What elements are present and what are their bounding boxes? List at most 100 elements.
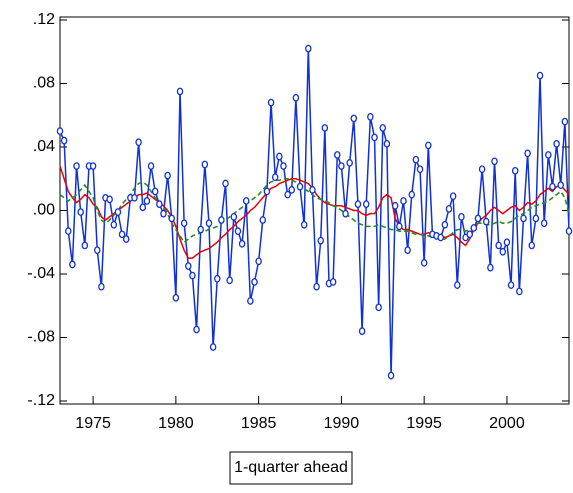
data-point xyxy=(565,227,573,235)
data-point xyxy=(375,303,382,312)
data-point xyxy=(540,219,548,228)
data-point xyxy=(201,160,209,169)
data-point xyxy=(507,281,515,289)
data-point xyxy=(367,112,374,121)
data-point xyxy=(185,262,192,270)
y-tick-label: -.12 xyxy=(27,392,55,409)
data-point xyxy=(313,282,320,291)
data-point xyxy=(482,217,490,226)
data-point xyxy=(168,214,175,223)
data-point xyxy=(263,187,271,196)
data-point xyxy=(230,213,238,221)
data-point xyxy=(420,259,428,267)
data-point xyxy=(495,241,502,250)
data-point xyxy=(408,190,415,199)
data-point xyxy=(160,209,167,218)
data-point xyxy=(466,230,473,239)
data-point xyxy=(151,187,159,196)
data-point xyxy=(329,278,337,286)
data-point xyxy=(561,117,569,126)
data-point xyxy=(98,282,105,291)
y-tick-label: -.04 xyxy=(27,265,55,282)
data-point xyxy=(445,205,453,213)
y-tick-label: -.08 xyxy=(27,329,55,346)
x-tick-label: 1995 xyxy=(406,415,442,432)
data-point xyxy=(73,162,80,170)
data-point xyxy=(65,227,72,235)
data-point xyxy=(271,173,279,182)
data-point xyxy=(334,151,341,159)
data-point xyxy=(557,181,564,189)
data-point xyxy=(511,166,519,175)
data-point xyxy=(400,197,407,205)
data-point xyxy=(276,152,283,161)
data-point xyxy=(553,139,560,148)
data-point xyxy=(412,155,420,164)
data-point xyxy=(118,230,126,239)
data-point xyxy=(358,327,366,335)
data-point xyxy=(416,165,424,174)
data-point xyxy=(214,274,221,283)
data-point xyxy=(396,222,403,231)
data-point xyxy=(60,136,68,145)
data-point xyxy=(474,214,482,223)
data-point xyxy=(69,260,76,269)
data-point xyxy=(391,201,399,210)
data-point xyxy=(156,200,163,208)
data-point xyxy=(491,157,498,166)
data-point xyxy=(470,224,478,232)
data-point xyxy=(143,197,151,205)
data-point xyxy=(499,247,507,256)
data-point xyxy=(317,236,324,245)
data-point xyxy=(321,124,329,132)
x-tick-label: 1975 xyxy=(75,415,111,432)
data-point xyxy=(449,192,457,201)
data-point xyxy=(56,127,64,135)
data-point xyxy=(255,257,262,266)
data-point xyxy=(545,151,552,159)
y-tick-label: .12 xyxy=(33,11,55,28)
data-point xyxy=(193,325,200,334)
data-point xyxy=(147,162,155,170)
data-point xyxy=(478,165,486,174)
data-point xyxy=(251,278,258,286)
data-point xyxy=(172,293,180,302)
data-point xyxy=(437,233,444,242)
data-point xyxy=(135,138,142,147)
data-point xyxy=(238,239,246,248)
data-point xyxy=(77,208,84,216)
data-point xyxy=(379,124,387,132)
data-point xyxy=(122,235,130,243)
data-point xyxy=(309,186,316,194)
data-point xyxy=(247,297,254,305)
data-point xyxy=(387,371,395,380)
data-point xyxy=(176,87,184,96)
data-point xyxy=(259,216,267,224)
data-point xyxy=(305,44,312,53)
data-point xyxy=(131,193,138,202)
data-point xyxy=(81,241,89,250)
x-tick-label: 2000 xyxy=(489,415,525,432)
data-point xyxy=(139,203,147,212)
data-point xyxy=(454,281,461,289)
data-point xyxy=(222,179,229,188)
data-point xyxy=(549,182,556,191)
data-point xyxy=(267,98,275,107)
data-point xyxy=(458,213,465,221)
data-point xyxy=(110,220,118,229)
data-point xyxy=(164,171,171,180)
data-point xyxy=(242,197,250,205)
data-point xyxy=(288,186,295,194)
data-point xyxy=(536,71,544,80)
series-line xyxy=(59,48,570,376)
data-point xyxy=(503,238,511,247)
data-point xyxy=(532,214,540,223)
data-point xyxy=(371,133,378,142)
data-point xyxy=(106,195,113,204)
series-line xyxy=(59,177,570,244)
data-point xyxy=(346,159,353,167)
data-point xyxy=(404,246,411,255)
data-point xyxy=(524,149,531,158)
y-tick-label: .08 xyxy=(33,75,55,92)
